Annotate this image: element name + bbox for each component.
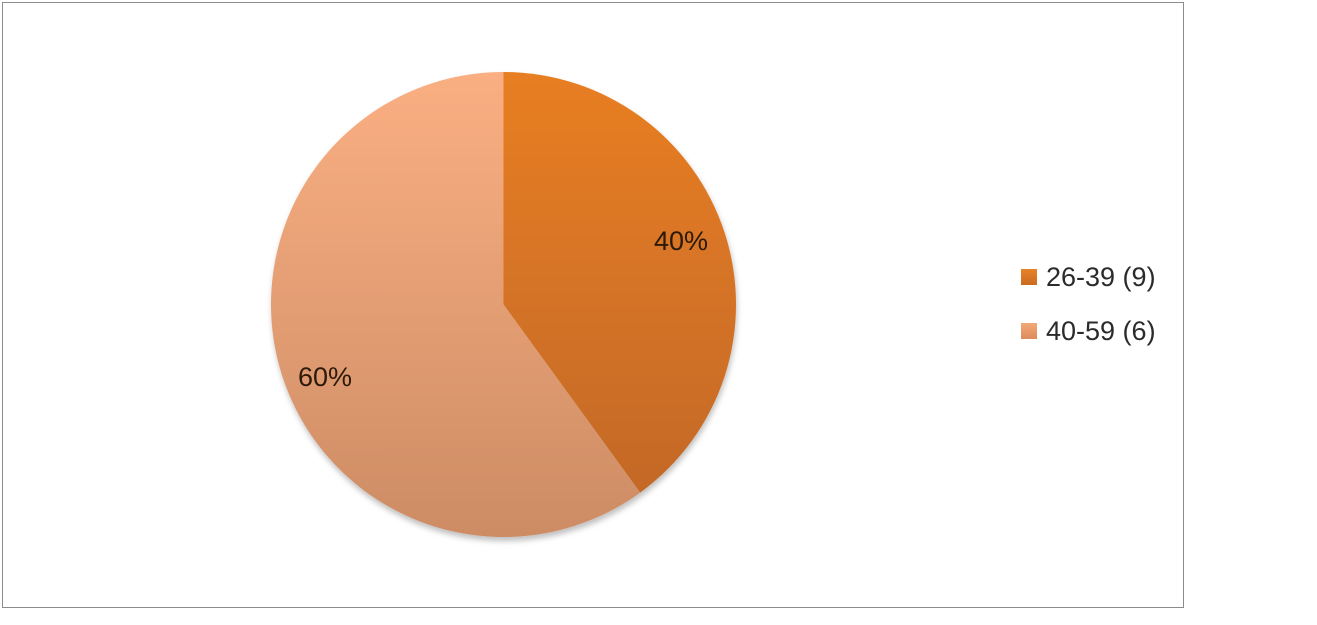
svg-text:40%: 40% bbox=[654, 226, 708, 256]
svg-text:60%: 60% bbox=[298, 362, 352, 392]
